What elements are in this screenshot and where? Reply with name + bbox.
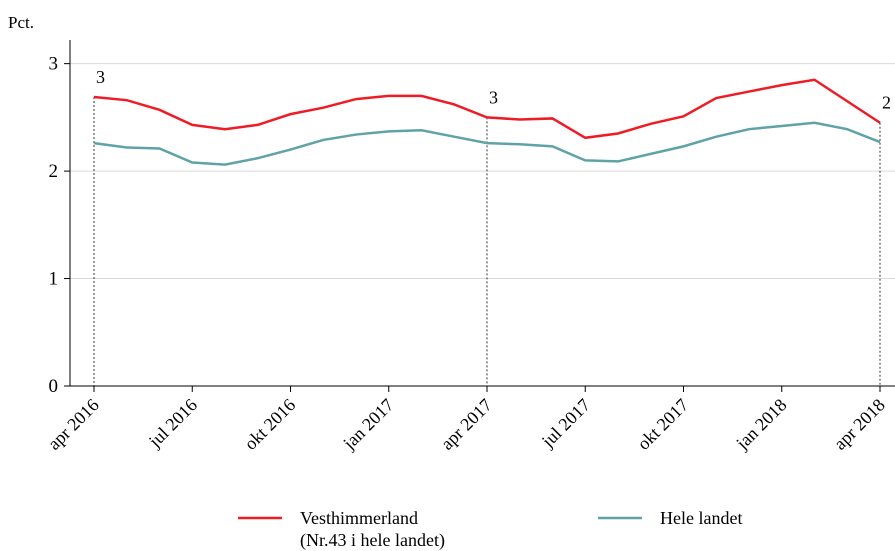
x-tick-label: jan 2018: [732, 395, 791, 454]
series-line: [93, 78, 881, 140]
y-tick-label: 3: [49, 54, 59, 75]
x-tick-label: apr 2017: [437, 395, 496, 454]
y-axis-label: Pct.: [8, 13, 34, 32]
series-line: [93, 121, 881, 166]
x-tick-label: jul 2016: [144, 395, 201, 452]
legend-label: Hele landet: [660, 508, 742, 528]
annotation-label: 3: [96, 67, 105, 87]
annotation-label: 2: [882, 93, 891, 113]
x-tick-label: apr 2016: [44, 395, 103, 454]
y-tick-label: 0: [49, 376, 59, 397]
legend-note: (Nr.43 i hele landet): [300, 530, 445, 551]
x-tick-label: jan 2017: [339, 395, 398, 454]
y-tick-label: 1: [49, 269, 59, 290]
x-tick-label: okt 2017: [633, 395, 692, 454]
x-tick-label: apr 2018: [830, 395, 889, 454]
x-tick-label: jul 2017: [537, 395, 594, 452]
legend-label: Vesthimmerland: [300, 508, 418, 528]
annotation-label: 3: [489, 87, 498, 107]
x-tick-label: okt 2016: [240, 395, 299, 454]
y-tick-label: 2: [49, 161, 59, 182]
